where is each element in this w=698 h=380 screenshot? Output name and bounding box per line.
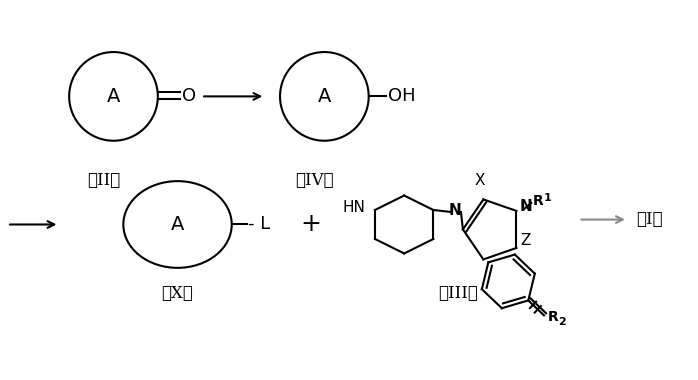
Text: 1: 1 (544, 193, 551, 203)
Text: OH: OH (388, 87, 416, 105)
Text: A: A (107, 87, 120, 106)
Text: A: A (318, 87, 331, 106)
Text: R: R (533, 194, 544, 208)
Text: （II）: （II） (87, 172, 120, 188)
Text: N: N (449, 203, 461, 218)
Text: N: N (519, 200, 532, 214)
Text: R: R (548, 310, 558, 325)
Text: A: A (171, 215, 184, 234)
Text: 2: 2 (558, 317, 565, 327)
Text: HN: HN (342, 200, 365, 215)
Text: O: O (182, 87, 197, 105)
Text: （X）: （X） (162, 285, 193, 302)
Text: Z: Z (520, 233, 530, 247)
Text: - L: - L (248, 215, 271, 233)
Text: X: X (474, 173, 484, 188)
Text: +: + (300, 212, 321, 236)
Text: （III）: （III） (438, 285, 478, 302)
Text: （IV）: （IV） (295, 172, 334, 188)
Text: （I）: （I） (636, 211, 663, 228)
